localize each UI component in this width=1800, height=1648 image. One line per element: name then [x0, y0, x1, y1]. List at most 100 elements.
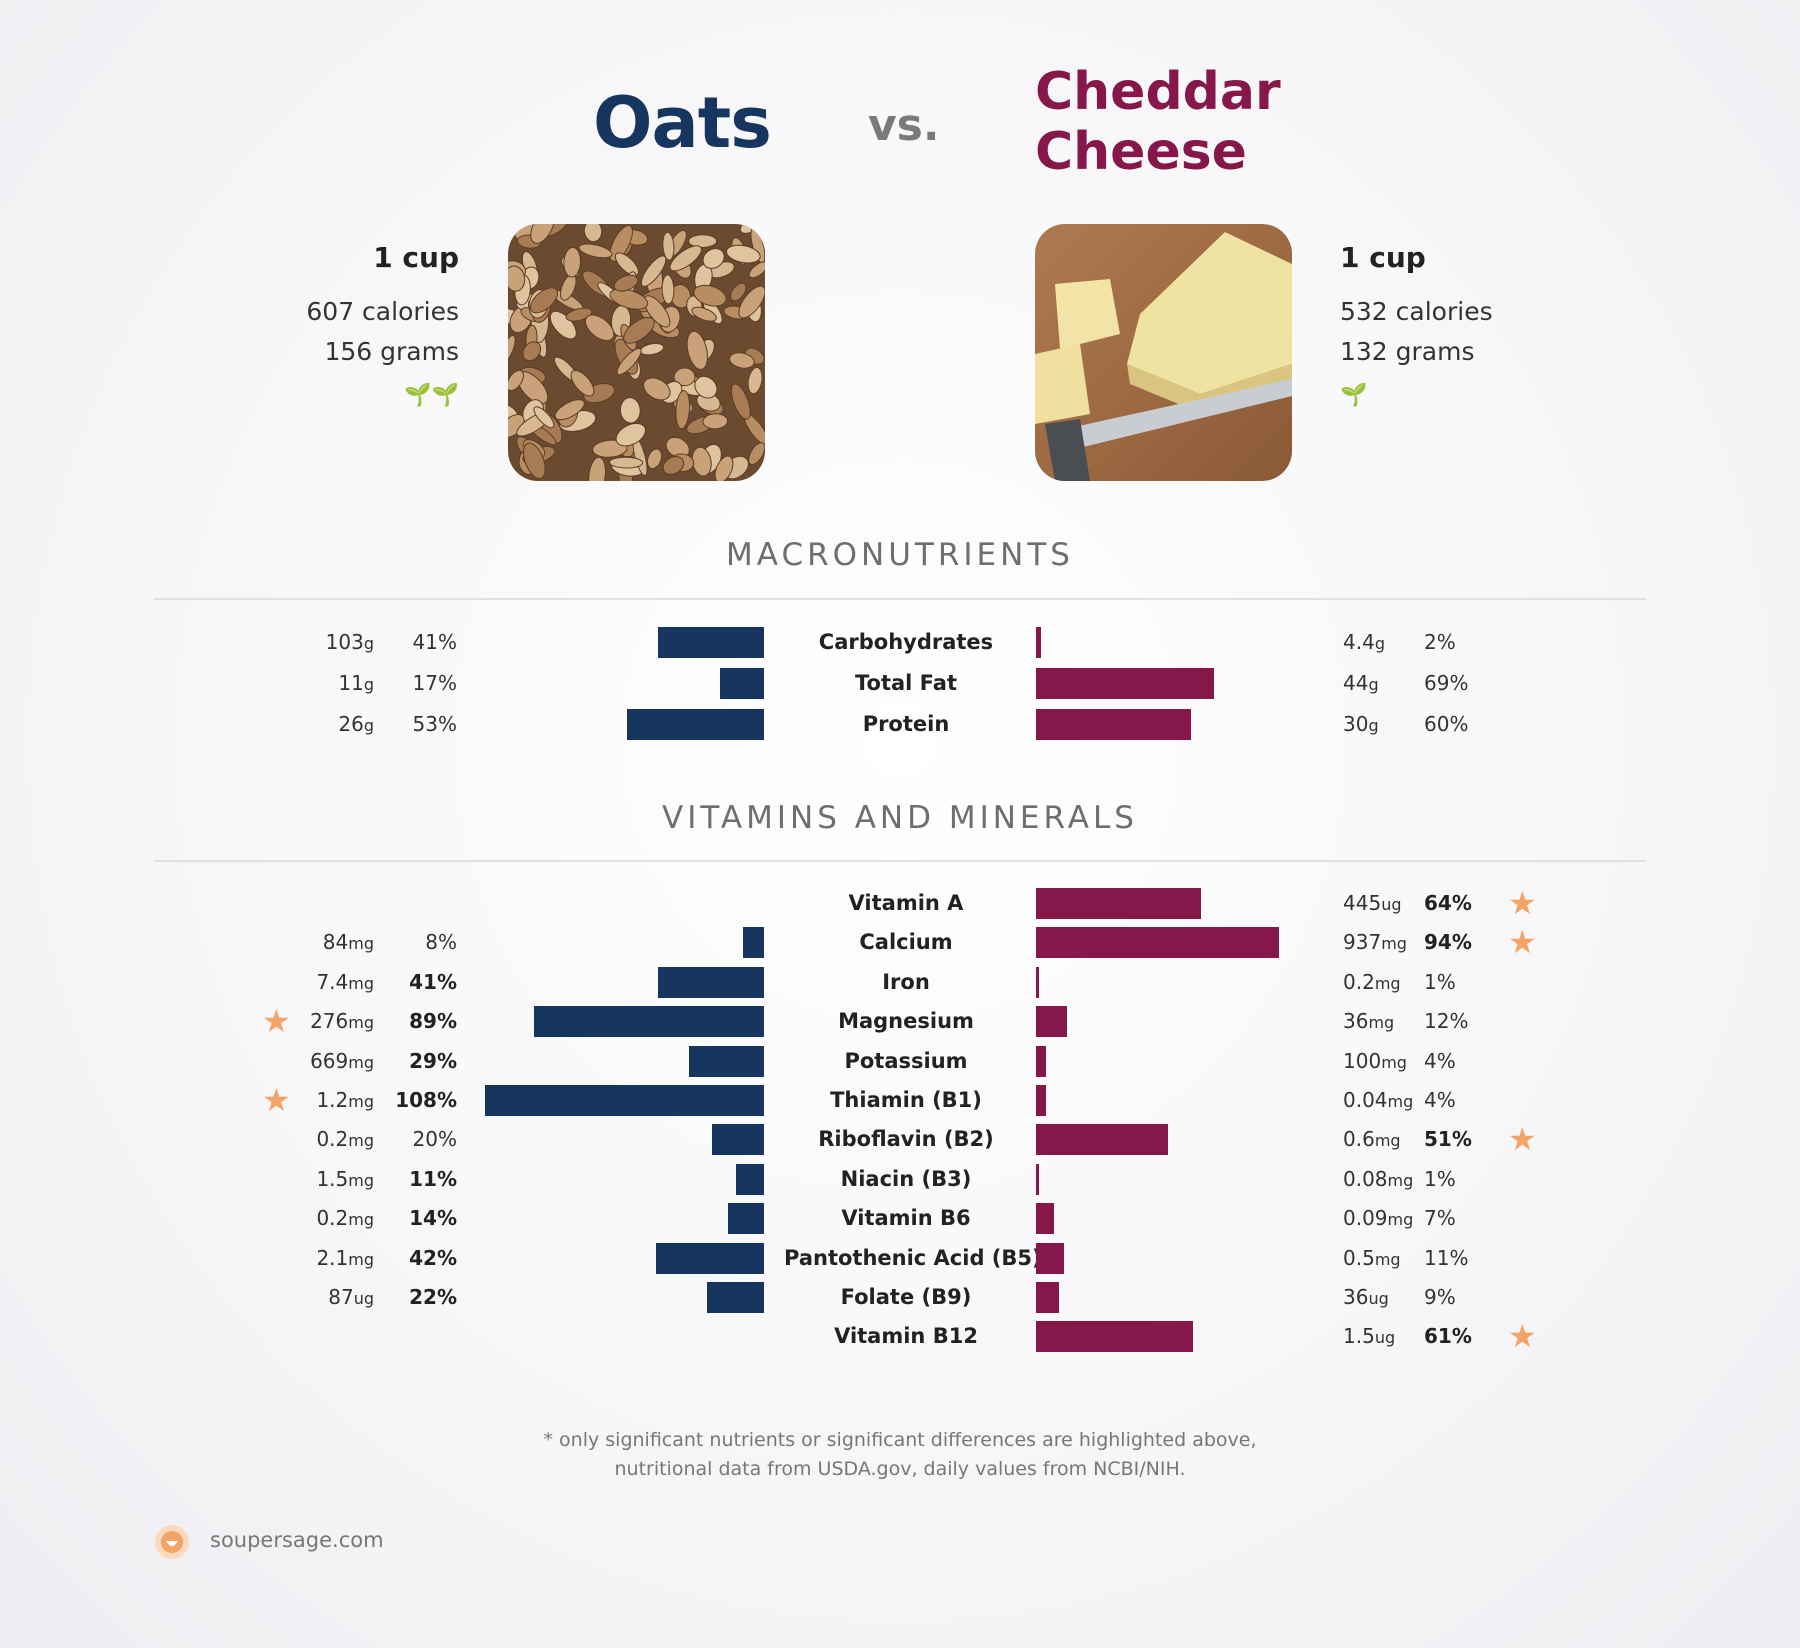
chart-row: 11g 17% Total Fat 44g 69%: [0, 664, 1800, 703]
right-percent: 69%: [1424, 671, 1469, 695]
unit-label: ug: [353, 1289, 374, 1308]
bar-right: [1036, 966, 1039, 998]
left-value: 26g: [338, 712, 374, 736]
chart-row: Vitamin B12 1.5ug 61% ★: [0, 1317, 1800, 1356]
unit-label: mg: [348, 1052, 374, 1072]
unit-label: mg: [1387, 1210, 1414, 1230]
nutrient-label: Pantothenic Acid (B5): [784, 1245, 1042, 1270]
left-grams: 156 grams: [324, 337, 459, 366]
food-left-title: Oats: [593, 82, 772, 164]
unit-label: ug: [1368, 1289, 1389, 1308]
bar-left: [712, 1124, 764, 1156]
unit-label: mg: [348, 1210, 374, 1230]
bar-left: [658, 966, 764, 998]
left-percent: 20%: [412, 1127, 457, 1152]
right-percent: 1%: [1424, 969, 1456, 994]
right-percent: 60%: [1424, 712, 1469, 736]
left-value: 84mg: [322, 930, 374, 955]
bar-left: [720, 668, 764, 699]
nutrient-label: Iron: [882, 969, 930, 994]
right-value: 0.04mg: [1343, 1088, 1414, 1112]
footnote-line: * only significant nutrients or signific…: [543, 1429, 1257, 1451]
bar-right: [1036, 927, 1279, 959]
bar-left: [534, 1006, 764, 1038]
right-percent: 9%: [1424, 1285, 1456, 1309]
unit-label: mg: [1387, 1170, 1414, 1190]
right-value: 445ug: [1343, 891, 1402, 915]
chart-row: 2.1mg 42% Pantothenic Acid (B5) 0.5mg 11%: [0, 1239, 1800, 1278]
unit-label: mg: [348, 973, 374, 993]
divider: [154, 598, 1646, 600]
right-value: 0.2mg: [1343, 969, 1401, 994]
unit-label: mg: [1387, 1092, 1414, 1111]
star-icon: ★: [262, 1002, 291, 1041]
right-value: 0.09mg: [1343, 1206, 1414, 1231]
left-value: 0.2mg: [316, 1206, 374, 1231]
unit-label: g: [1374, 634, 1385, 653]
right-percent: 4%: [1424, 1048, 1456, 1073]
brand-logo-icon: [154, 1524, 190, 1560]
chart-row: Vitamin A 445ug 64% ★: [0, 884, 1800, 923]
star-icon: ★: [1508, 1120, 1537, 1159]
right-percent: 51%: [1424, 1127, 1472, 1152]
nutrient-label: Folate (B9): [840, 1285, 972, 1309]
right-percent: 1%: [1424, 1166, 1456, 1191]
left-value: 0.2mg: [316, 1127, 374, 1152]
bar-right: [1036, 709, 1191, 740]
bar-right: [1036, 1163, 1039, 1195]
nutrient-label: Calcium: [859, 930, 953, 955]
left-percent: 108%: [395, 1088, 457, 1112]
left-serving: 1 cup: [373, 241, 459, 274]
brand-link[interactable]: soupersage.com: [210, 1528, 384, 1552]
unit-label: g: [363, 634, 374, 653]
nutrient-label: Carbohydrates: [818, 630, 994, 654]
unit-label: g: [1368, 675, 1379, 694]
right-percent: 94%: [1424, 930, 1472, 955]
right-serving: 1 cup: [1340, 241, 1426, 274]
unit-label: mg: [1381, 1052, 1407, 1072]
star-icon: ★: [1508, 923, 1537, 962]
left-value: 11g: [338, 671, 374, 695]
left-value: 87ug: [328, 1285, 374, 1309]
left-value: 7.4mg: [316, 969, 374, 994]
right-value: 0.08mg: [1343, 1166, 1414, 1191]
unit-label: mg: [1374, 1249, 1401, 1269]
left-value: 669mg: [310, 1048, 374, 1073]
nutrient-label: Protein: [862, 712, 950, 736]
chart-row: 84mg 8% Calcium 937mg 94% ★: [0, 923, 1800, 962]
chart-row: 26g 53% Protein 30g 60%: [0, 705, 1800, 744]
left-percent: 42%: [409, 1245, 457, 1270]
right-value: 36ug: [1343, 1285, 1389, 1309]
left-calories: 607 calories: [306, 297, 459, 326]
left-percent: 29%: [409, 1048, 457, 1073]
unit-label: ug: [1381, 895, 1402, 914]
left-percent: 8%: [425, 930, 457, 955]
left-value: 103g: [325, 630, 374, 654]
star-icon: ★: [1508, 1317, 1537, 1356]
left-percent: 14%: [409, 1206, 457, 1231]
chart-row: 103g 41% Carbohydrates 4.4g 2%: [0, 623, 1800, 662]
unit-label: mg: [348, 934, 374, 954]
vs-label: vs.: [868, 100, 940, 151]
star-icon: ★: [1508, 884, 1537, 922]
chart-row: 0.2mg 20% Riboflavin (B2) 0.6mg 51% ★: [0, 1120, 1800, 1159]
left-value: 276mg: [310, 1009, 374, 1034]
unit-label: mg: [1374, 1131, 1401, 1151]
right-value: 0.5mg: [1343, 1245, 1401, 1270]
footnote: * only significant nutrients or signific…: [0, 1426, 1800, 1484]
nutrient-label: Niacin (B3): [840, 1166, 972, 1191]
chart-row: 276mg 89% ★ Magnesium 36mg 12%: [0, 1002, 1800, 1041]
left-value: 1.5mg: [316, 1166, 374, 1191]
right-value: 0.6mg: [1343, 1127, 1401, 1152]
left-percent: 41%: [409, 969, 457, 994]
nutrient-label: Potassium: [844, 1048, 968, 1073]
right-value: 44g: [1343, 671, 1379, 695]
unit-label: mg: [1381, 934, 1407, 954]
sprout-icon: 🌱: [1340, 383, 1368, 408]
right-value: 100mg: [1343, 1048, 1407, 1073]
right-value: 36mg: [1343, 1009, 1395, 1034]
bar-left: [727, 1203, 764, 1235]
oats-image: [508, 224, 765, 481]
nutrient-label: Magnesium: [838, 1009, 974, 1034]
divider: [154, 860, 1646, 862]
